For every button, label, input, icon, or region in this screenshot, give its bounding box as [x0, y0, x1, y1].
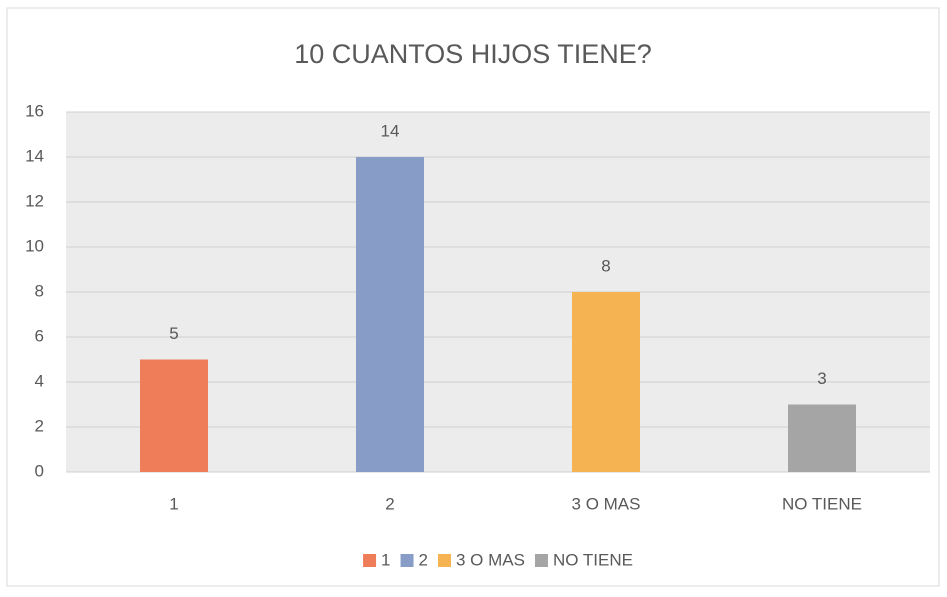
bar	[140, 359, 208, 472]
data-label: 8	[601, 256, 610, 275]
legend-label: 3 O MAS	[456, 550, 525, 569]
bar	[572, 292, 640, 472]
y-tick-label: 0	[35, 461, 44, 480]
bar	[356, 157, 424, 472]
y-tick-label: 14	[25, 146, 44, 165]
x-tick-label: 1	[169, 494, 178, 513]
y-tick-label: 2	[35, 416, 44, 435]
legend-swatch	[437, 554, 451, 567]
legend-swatch	[534, 554, 548, 567]
data-label: 14	[381, 121, 400, 140]
y-tick-label: 6	[35, 326, 44, 345]
legend-swatch	[363, 554, 377, 567]
legend-label: NO TIENE	[553, 550, 633, 569]
x-tick-label: 3 O MAS	[572, 494, 641, 513]
legend-label: 2	[419, 550, 428, 569]
legend-label: 1	[381, 550, 390, 569]
y-tick-label: 8	[35, 281, 44, 300]
y-tick-label: 4	[35, 371, 44, 390]
x-tick-label: NO TIENE	[782, 494, 862, 513]
y-tick-label: 10	[25, 236, 44, 255]
x-tick-label: 2	[385, 494, 394, 513]
y-tick-label: 16	[25, 101, 44, 120]
bar	[788, 404, 856, 472]
legend-swatch	[400, 554, 414, 567]
data-label: 3	[817, 369, 826, 388]
y-tick-label: 12	[25, 191, 44, 210]
chart-title: 10 CUANTOS HIJOS TIENE?	[294, 39, 652, 69]
data-label: 5	[169, 324, 178, 343]
